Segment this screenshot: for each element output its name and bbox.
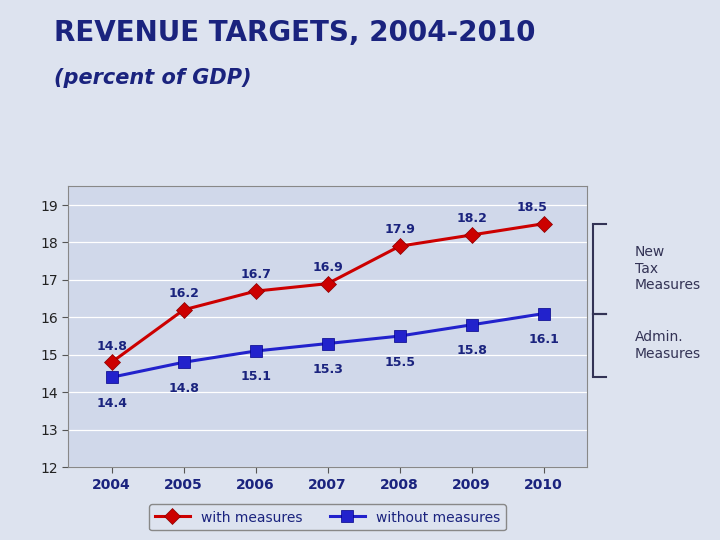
Text: 15.8: 15.8: [456, 345, 487, 357]
without measures: [107, 374, 116, 381]
Text: REVENUE TARGETS, 2004-2010: REVENUE TARGETS, 2004-2010: [54, 19, 536, 47]
with measures: [323, 280, 332, 287]
without measures: [323, 340, 332, 347]
Text: 17.9: 17.9: [384, 224, 415, 237]
Text: 14.8: 14.8: [168, 382, 199, 395]
Text: 16.7: 16.7: [240, 268, 271, 281]
Text: 15.3: 15.3: [312, 363, 343, 376]
Text: (percent of GDP): (percent of GDP): [54, 68, 251, 87]
without measures: [467, 322, 476, 328]
Text: 14.4: 14.4: [96, 397, 127, 410]
Legend: with measures, without measures: with measures, without measures: [150, 504, 505, 530]
Text: New
Tax
Measures: New Tax Measures: [635, 246, 701, 292]
without measures: [539, 310, 548, 317]
Text: 16.1: 16.1: [528, 333, 559, 346]
with measures: [251, 288, 260, 294]
with measures: [467, 232, 476, 238]
Text: 16.9: 16.9: [312, 261, 343, 274]
without measures: [395, 333, 404, 339]
with measures: [179, 307, 188, 313]
with measures: [539, 220, 548, 227]
with measures: [107, 359, 116, 366]
Line: without measures: without measures: [106, 308, 549, 383]
without measures: [251, 348, 260, 354]
Text: 18.2: 18.2: [456, 212, 487, 225]
Text: 15.5: 15.5: [384, 355, 415, 368]
Text: Admin.
Measures: Admin. Measures: [635, 330, 701, 361]
Text: 14.8: 14.8: [96, 340, 127, 353]
Line: with measures: with measures: [106, 218, 549, 368]
Text: 15.1: 15.1: [240, 370, 271, 383]
Text: 18.5: 18.5: [517, 201, 548, 214]
with measures: [395, 243, 404, 249]
without measures: [179, 359, 188, 366]
Text: 16.2: 16.2: [168, 287, 199, 300]
